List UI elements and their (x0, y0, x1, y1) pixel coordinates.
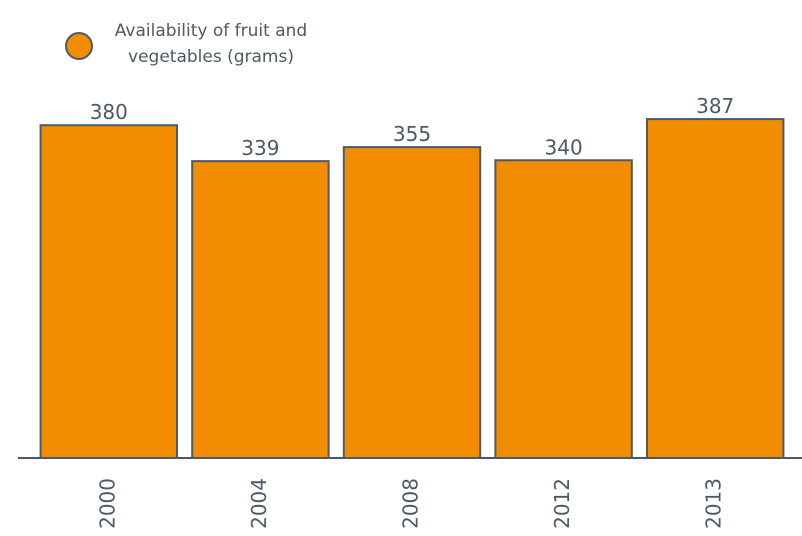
x-tick-label: 2012 (550, 478, 574, 529)
x-tick-label: 2004 (247, 478, 271, 529)
bar (645, 118, 785, 460)
x-tick-label: 2000 (95, 478, 119, 529)
x-tick-label: 2013 (702, 478, 726, 529)
x-tick-label: 2008 (399, 478, 423, 529)
legend-label: Availability of fruit and vegetables (gr… (114, 21, 308, 67)
bar (191, 160, 330, 459)
data-label: 355 (393, 122, 431, 146)
data-label: 339 (241, 136, 279, 160)
legend-swatch (65, 32, 93, 60)
data-label: 387 (696, 94, 734, 118)
data-label: 340 (545, 135, 583, 159)
bar (494, 159, 633, 459)
bar (39, 124, 179, 459)
data-label: 380 (90, 100, 128, 124)
bar (342, 146, 482, 459)
